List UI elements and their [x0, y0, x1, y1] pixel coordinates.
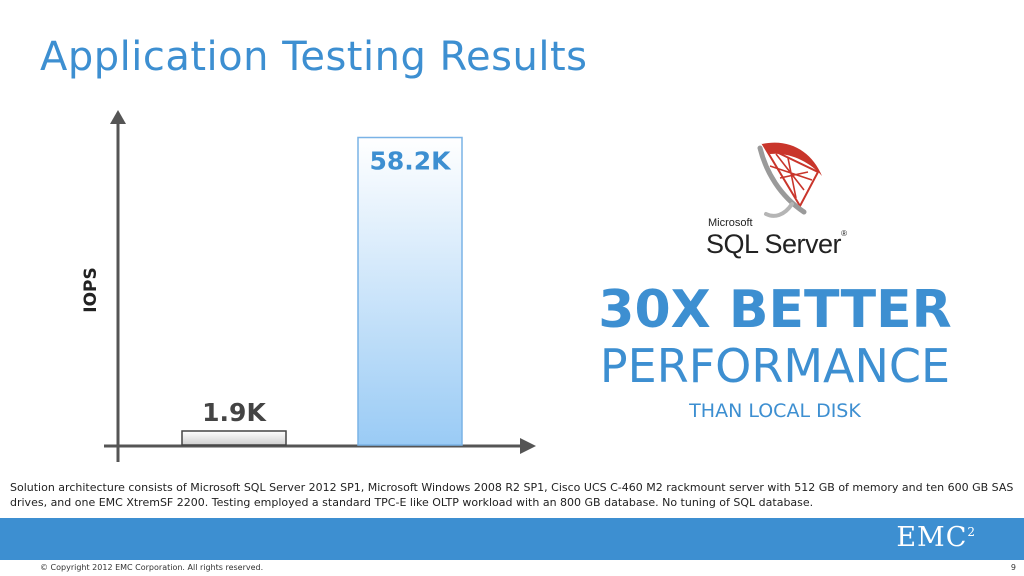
bar-1-value-label: 1.9K	[202, 398, 267, 427]
iops-bar-chart: IOPS 1.9K 58.2K	[81, 110, 536, 462]
x-axis-arrow	[520, 438, 536, 454]
emc-logo-text: EMC	[896, 522, 968, 553]
y-axis-label: IOPS	[81, 267, 101, 312]
headline-primary: 30X BETTER	[598, 280, 952, 340]
sql-server-logo-icon	[757, 142, 822, 218]
copyright-text: © Copyright 2012 EMC Corporation. All ri…	[40, 563, 264, 572]
page-number: 9	[1010, 563, 1016, 572]
footer-band	[0, 518, 1024, 560]
emc-logo: EMC2	[896, 522, 976, 553]
sql-server-wordmark: Microsoft SQL Server®	[706, 217, 847, 260]
y-axis-arrow	[110, 110, 126, 124]
logo-sqlserver-text: SQL Server	[706, 229, 842, 259]
sql-server-logo	[700, 132, 850, 252]
bar-2-value-label: 58.2K	[369, 147, 452, 176]
headline-tertiary: THAN LOCAL DISK	[689, 400, 861, 422]
logo-trademark: ®	[841, 229, 847, 238]
footnote: Solution architecture consists of Micros…	[10, 481, 1014, 509]
bar-2	[357, 136, 463, 446]
emc-logo-superscript: 2	[967, 525, 976, 539]
headline-secondary: PERFORMANCE	[599, 339, 951, 393]
bar-1	[181, 430, 287, 446]
slide-title: Application Testing Results	[40, 34, 588, 80]
logo-microsoft-text: Microsoft	[708, 217, 753, 229]
